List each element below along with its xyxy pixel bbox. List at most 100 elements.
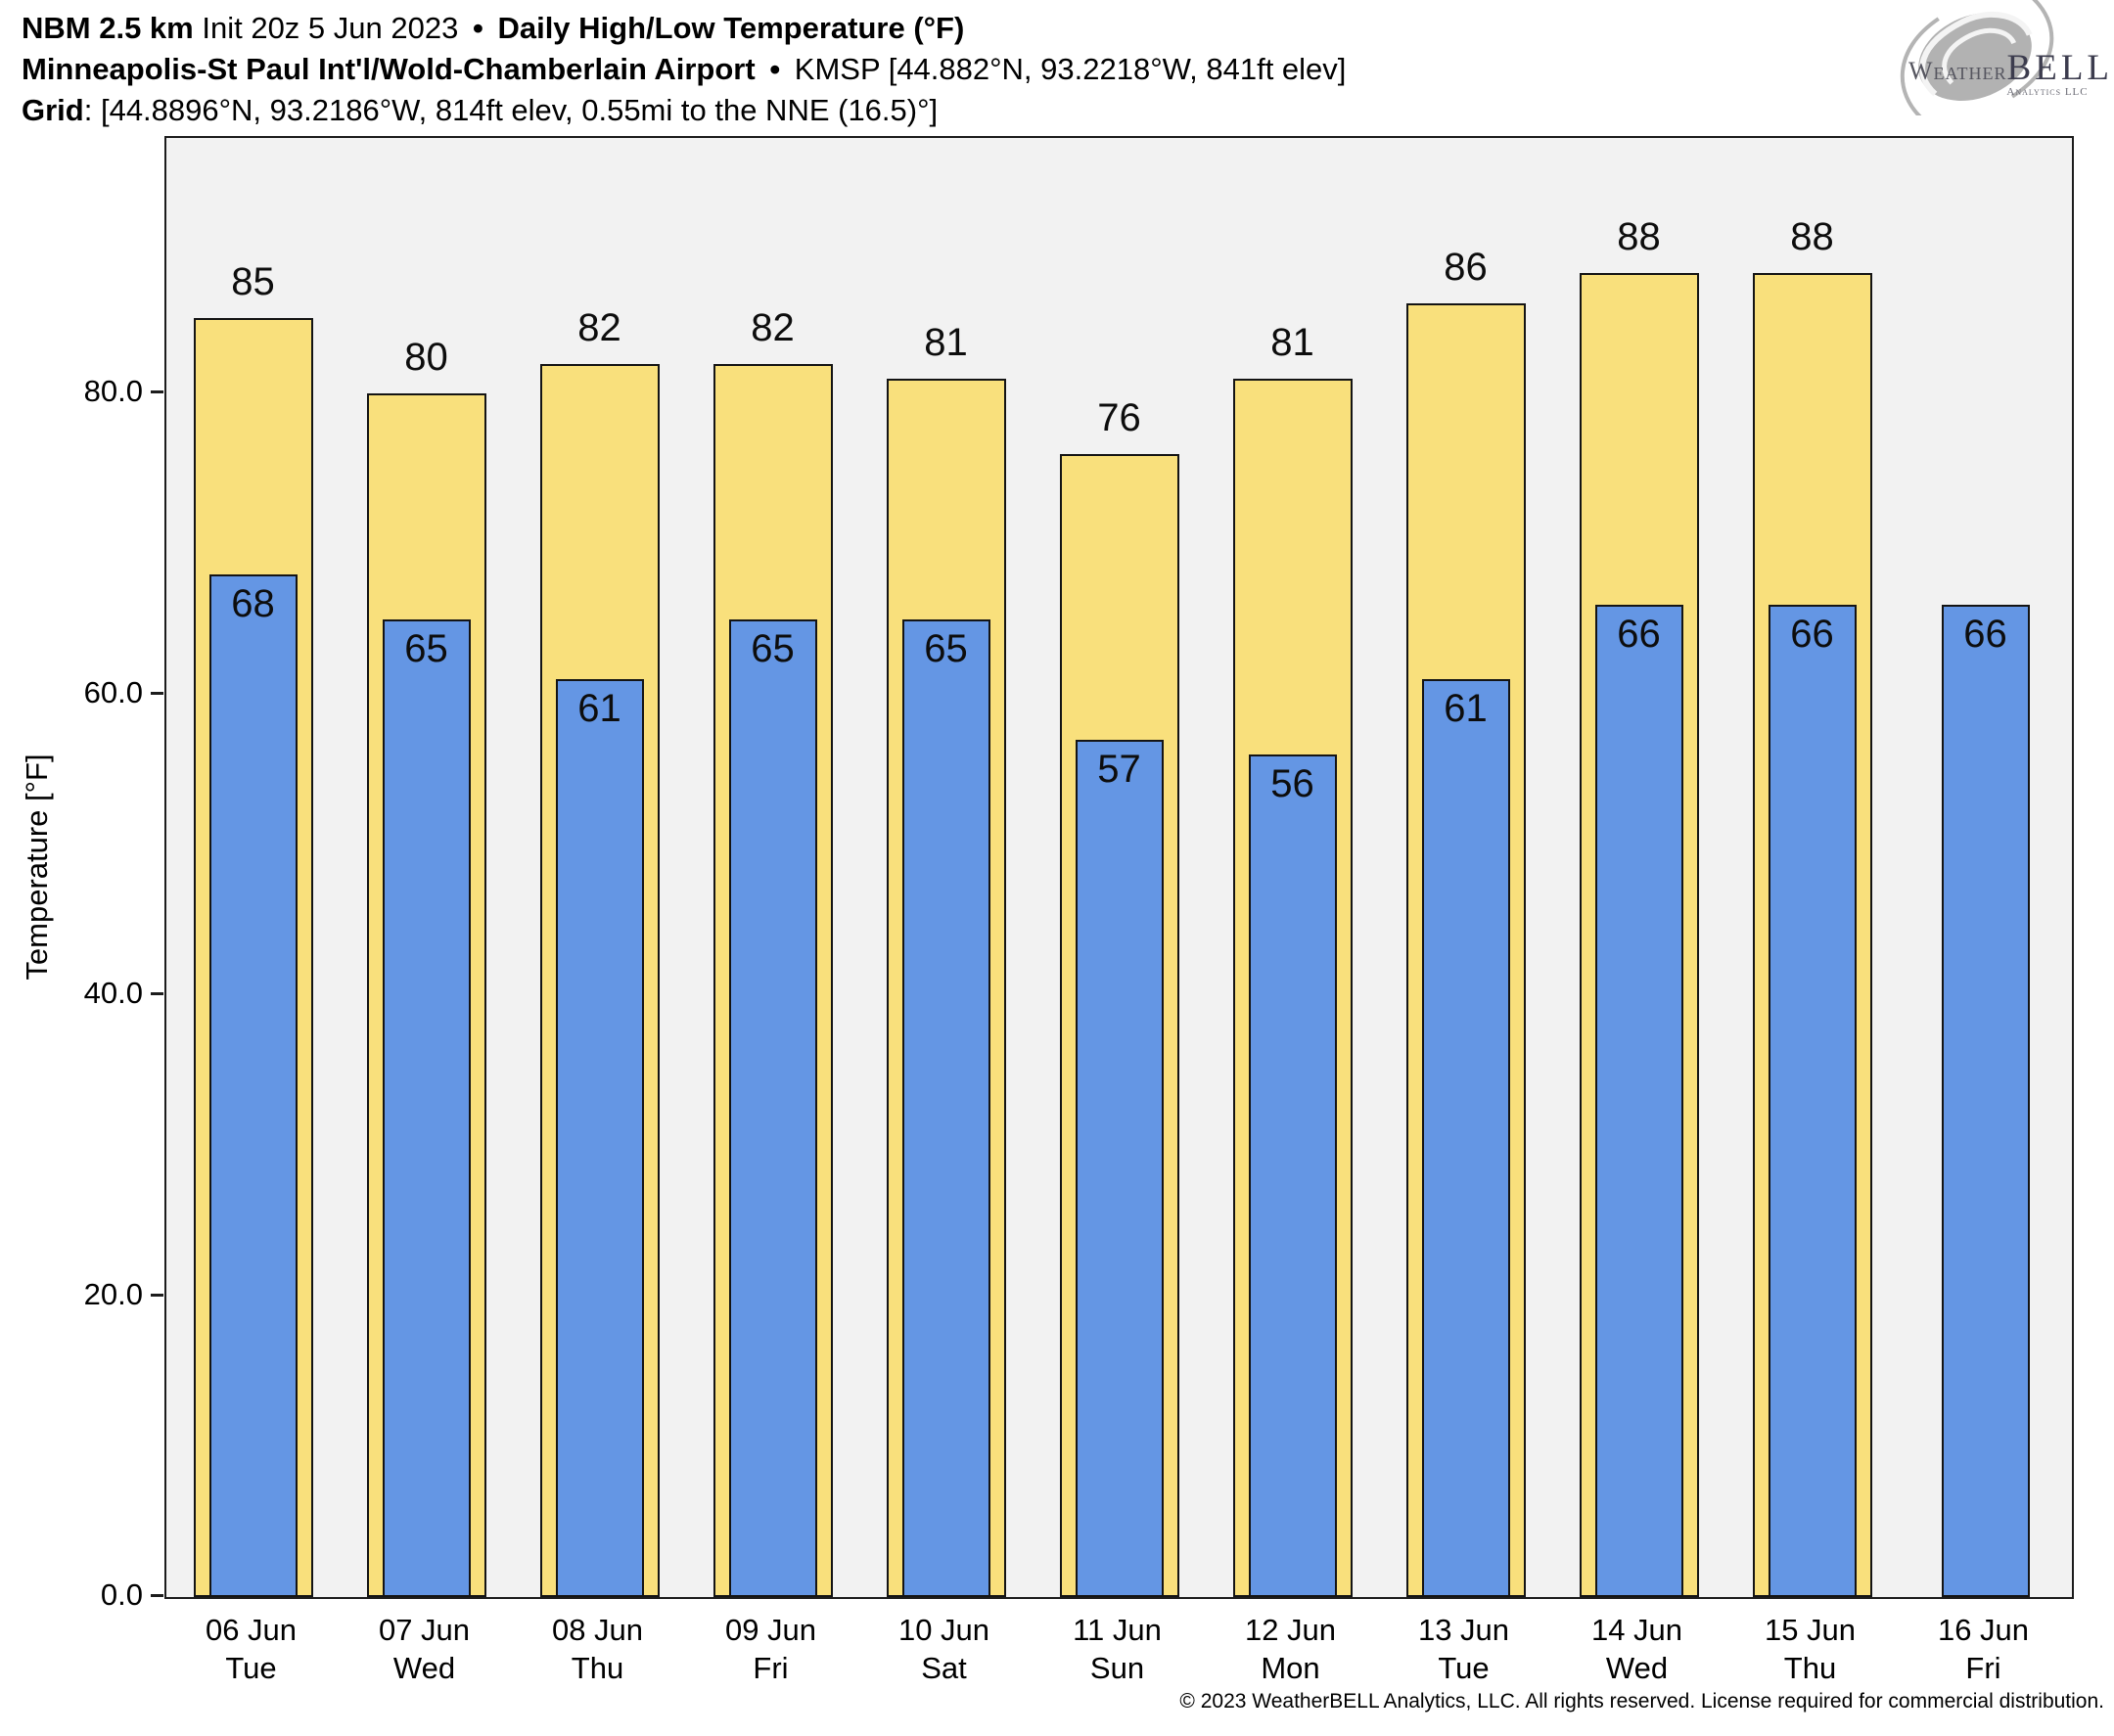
x-tick-date: 14 Jun	[1590, 1613, 1683, 1647]
x-tick: 12 Jun Mon	[1204, 1611, 1377, 1687]
high-value-label: 80	[404, 336, 448, 380]
x-tick-weekday: Sun	[1089, 1651, 1145, 1685]
x-tick-date: 13 Jun	[1417, 1613, 1510, 1647]
x-tick-weekday: Wed	[392, 1651, 456, 1685]
low-bar	[728, 618, 817, 1597]
x-tick-date: 11 Jun	[1073, 1613, 1162, 1647]
x-tick: 14 Jun Wed	[1550, 1611, 1723, 1687]
high-value-label: 81	[924, 320, 968, 364]
y-tick-mark	[151, 691, 163, 695]
bar-group: 81 65	[859, 138, 1033, 1597]
x-tick-date: 16 Jun	[1937, 1613, 2030, 1647]
x-tick: 09 Jun Fri	[684, 1611, 857, 1687]
low-bar	[382, 618, 471, 1597]
high-value-label: 81	[1270, 320, 1314, 364]
x-tick-date: 07 Jun	[378, 1613, 471, 1647]
low-value-label: 61	[577, 687, 621, 731]
bar-group: 81 56	[1206, 138, 1379, 1597]
product-name: Daily High/Low Temperature (°F)	[497, 11, 965, 45]
high-value-label: 86	[1444, 246, 1488, 290]
plot-area: 85 68 80 65 82 61 82 65 81 65 76 57 81 56 86 61 88 66 88 66…	[164, 136, 2074, 1599]
high-value-label: 82	[751, 305, 795, 349]
logo-wordmark: WeatherBELL	[1908, 47, 2110, 89]
x-tick-date: 09 Jun	[724, 1613, 817, 1647]
y-tick-label: 40.0	[83, 976, 143, 1011]
y-tick-label: 0.0	[100, 1577, 143, 1612]
low-value-label: 66	[1963, 612, 2007, 656]
x-tick-weekday: Tue	[225, 1651, 277, 1685]
low-value-label: 65	[924, 626, 968, 670]
y-axis: 0.0 20.0 40.0 60.0 80.0	[0, 136, 164, 1612]
low-bar	[1768, 604, 1857, 1597]
low-bar	[901, 618, 990, 1597]
high-value-label: 88	[1617, 215, 1661, 259]
y-axis-title: Temperature [°F]	[20, 754, 54, 981]
header-line-3: Grid: [44.8896°N, 93.2186°W, 814ft elev,…	[22, 90, 1346, 131]
footer-copyright: © 2023 WeatherBELL Analytics, LLC. All r…	[1179, 1690, 2104, 1713]
header-line-2: Minneapolis-St Paul Int'l/Wold-Chamberla…	[22, 49, 1346, 90]
grid-info: : [44.8896°N, 93.2186°W, 814ft elev, 0.5…	[83, 93, 939, 127]
init-time: Init 20z 5 Jun 2023	[202, 11, 459, 45]
x-tick: 16 Jun Fri	[1897, 1611, 2070, 1687]
bar-group: 66	[1899, 138, 2072, 1597]
bar-group: 88 66	[1725, 138, 1899, 1597]
low-bar	[1248, 754, 1337, 1597]
low-bar	[208, 573, 298, 1597]
x-tick-date: 15 Jun	[1764, 1613, 1857, 1647]
header-line-1: NBM 2.5 km Init 20z 5 Jun 2023 • Daily H…	[22, 8, 1346, 49]
x-tick-weekday: Wed	[1605, 1651, 1669, 1685]
y-tick-label: 60.0	[83, 674, 143, 709]
y-tick-mark	[151, 1293, 163, 1297]
x-tick-weekday: Fri	[1965, 1651, 2001, 1685]
bar-group: 82 61	[513, 138, 686, 1597]
bullet-separator: •	[769, 52, 781, 86]
y-tick-mark	[151, 992, 163, 996]
model-name: NBM 2.5 km	[22, 11, 194, 45]
grid-label: Grid	[22, 93, 84, 127]
logo-word-bell: BELL	[2006, 48, 2114, 88]
bar-group: 85 68	[166, 138, 340, 1597]
x-tick: 13 Jun Tue	[1377, 1611, 1550, 1687]
station-name: Minneapolis-St Paul Int'l/Wold-Chamberla…	[22, 52, 756, 86]
hurricane-swirl-icon	[1900, 0, 2054, 115]
y-tick-mark	[151, 390, 163, 394]
logo-word-weather: Weather	[1908, 57, 2007, 85]
x-tick-date: 06 Jun	[205, 1613, 298, 1647]
chart-header: NBM 2.5 km Init 20z 5 Jun 2023 • Daily H…	[22, 8, 1346, 131]
x-tick-weekday: Mon	[1261, 1651, 1320, 1685]
x-tick: 15 Jun Thu	[1723, 1611, 1897, 1687]
x-tick: 07 Jun Wed	[338, 1611, 511, 1687]
low-value-label: 57	[1097, 747, 1141, 791]
x-tick-weekday: Sat	[921, 1651, 967, 1685]
x-tick-weekday: Thu	[1783, 1651, 1837, 1685]
high-value-label: 88	[1790, 215, 1834, 259]
low-value-label: 68	[231, 581, 275, 625]
bullet-separator: •	[472, 11, 483, 45]
low-bar	[1594, 604, 1683, 1597]
low-bar	[555, 679, 644, 1597]
station-meta: KMSP [44.882°N, 93.2218°W, 841ft elev]	[794, 52, 1347, 86]
y-tick-mark	[151, 1594, 163, 1597]
low-bar	[1075, 739, 1164, 1597]
low-value-label: 65	[404, 626, 448, 670]
low-value-label: 66	[1617, 612, 1661, 656]
y-tick-label: 80.0	[83, 374, 143, 409]
low-value-label: 56	[1270, 762, 1314, 806]
high-value-label: 76	[1097, 395, 1141, 439]
low-value-label: 66	[1790, 612, 1834, 656]
bar-group: 86 61	[1379, 138, 1552, 1597]
high-value-label: 85	[231, 260, 275, 304]
low-bar	[1421, 679, 1510, 1597]
low-value-label: 61	[1444, 687, 1488, 731]
x-tick-date: 08 Jun	[551, 1613, 644, 1647]
bar-group: 88 66	[1552, 138, 1725, 1597]
x-tick-date: 10 Jun	[897, 1613, 990, 1647]
x-tick-date: 12 Jun	[1244, 1613, 1337, 1647]
logo-subtitle: Analytics LLC	[2006, 86, 2089, 98]
low-bar	[1941, 604, 2030, 1597]
x-tick-weekday: Thu	[571, 1651, 624, 1685]
x-tick: 11 Jun Sun	[1031, 1611, 1204, 1687]
x-tick-weekday: Tue	[1438, 1651, 1490, 1685]
weatherbell-logo: WeatherBELL Analytics LLC	[1885, 0, 2112, 115]
high-value-label: 82	[577, 305, 621, 349]
